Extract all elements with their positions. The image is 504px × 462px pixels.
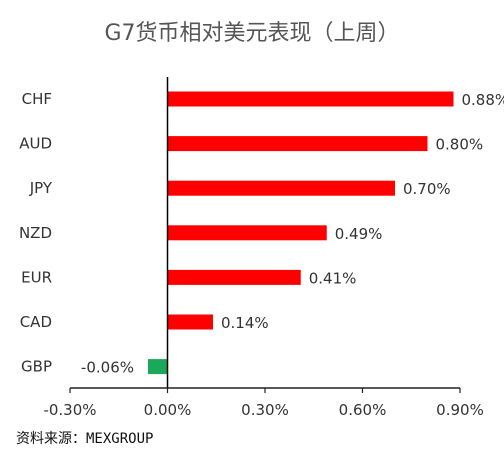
category-label-gbp: GBP <box>21 358 52 376</box>
data-label-gbp: -0.06% <box>81 359 134 377</box>
chart-title: G7货币相对美元表现（上周） <box>104 21 399 46</box>
x-tick-label: 0.30% <box>241 401 289 419</box>
category-label-aud: AUD <box>19 135 52 153</box>
category-label-chf: CHF <box>22 90 52 108</box>
category-label-jpy: JPY <box>29 179 53 197</box>
x-tick-label: 0.00% <box>144 401 192 419</box>
x-tick-label: 0.90% <box>436 401 484 419</box>
x-tick-label: -0.30% <box>43 401 96 419</box>
chart-source: 资料来源：MEXGROUP <box>16 431 153 447</box>
data-label-nzd: 0.49% <box>335 225 383 243</box>
data-label-eur: 0.41% <box>309 269 357 287</box>
data-label-aud: 0.80% <box>436 136 484 154</box>
bar-aud <box>167 136 428 152</box>
bar-eur <box>167 269 301 285</box>
data-label-jpy: 0.70% <box>403 180 451 198</box>
x-tick-label: 0.60% <box>339 401 387 419</box>
category-label-nzd: NZD <box>19 224 52 242</box>
category-label-eur: EUR <box>21 268 52 286</box>
plot-area: CHF 0.88% AUD 0.80% JPY 0.70% NZD 0.49% EUR 0.41%… <box>19 77 504 419</box>
category-label-cad: CAD <box>20 313 52 331</box>
bar-chf <box>167 91 454 107</box>
data-label-chf: 0.88% <box>462 91 504 109</box>
bar-gbp <box>148 359 168 375</box>
bar-nzd <box>167 225 327 241</box>
bar-jpy <box>167 180 395 196</box>
data-label-cad: 0.14% <box>221 314 269 332</box>
bar-cad <box>167 314 213 330</box>
